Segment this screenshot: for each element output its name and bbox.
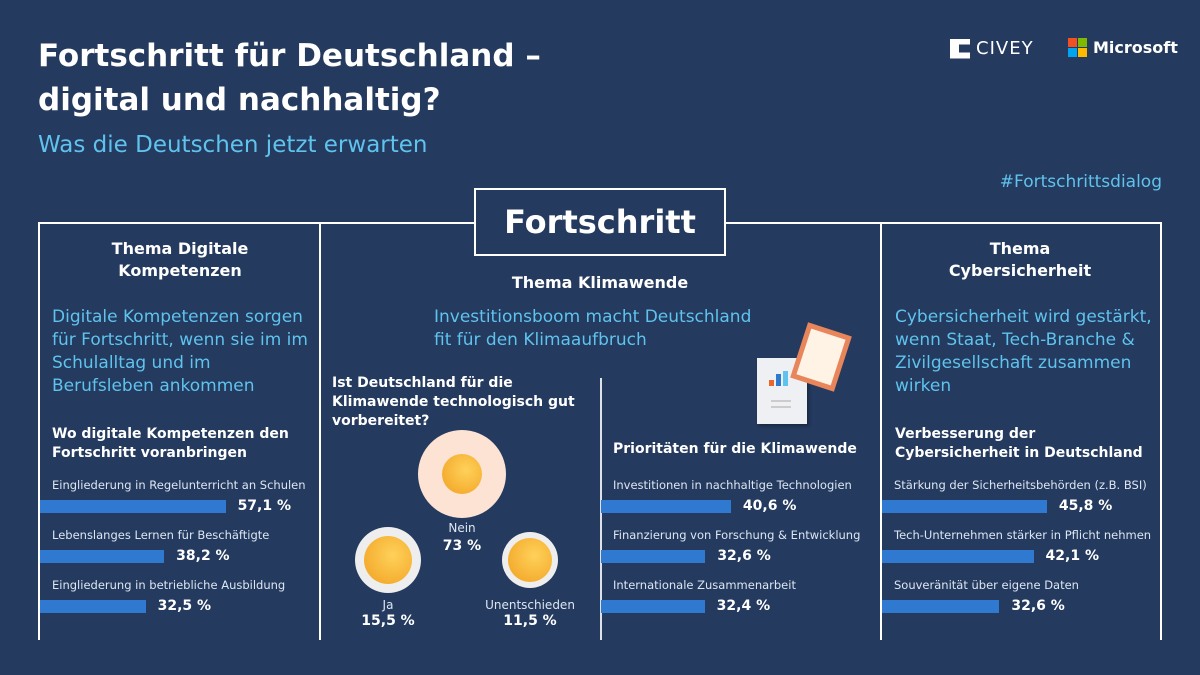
answer-label: Ja xyxy=(382,598,394,612)
answer-label: Nein xyxy=(448,521,476,535)
chart-title: Verbesserung der Cybersicherheit in Deut… xyxy=(895,426,1143,461)
civey-logo: CIVEY xyxy=(950,38,1034,59)
bar-row: Eingliederung in betriebliche Ausbildung… xyxy=(40,578,310,628)
column-heading: Thema Cybersicherheit xyxy=(948,239,1092,280)
answer-value: 73 % xyxy=(442,538,482,554)
center-title-box: Fortschritt xyxy=(474,188,726,256)
column-divider xyxy=(880,222,882,640)
column-heading: Thema Digitale Kompetenzen xyxy=(111,239,249,280)
bar-value: 57,1 % xyxy=(237,498,292,514)
bar-chart-klima: Investitionen in nachhaltige Technologie… xyxy=(601,478,871,628)
bar-value: 40,6 % xyxy=(742,498,797,514)
bar xyxy=(882,499,1047,513)
bar-value: 42,1 % xyxy=(1045,548,1099,564)
frame-line xyxy=(38,222,474,224)
frame-line xyxy=(38,222,40,640)
title-line-2: digital und nachhaltig? xyxy=(38,82,441,118)
bar-value: 32,4 % xyxy=(716,598,771,614)
column-lead: Investitionsboom macht Deutschland fit f… xyxy=(434,307,752,350)
bar-label: Eingliederung in Regelunterricht an Schu… xyxy=(52,478,306,492)
bar-value: 32,5 % xyxy=(157,598,212,614)
nein-bubble xyxy=(418,430,506,518)
bar xyxy=(601,549,706,563)
column-heading: Thema Klimawende xyxy=(511,273,689,292)
bar-value: 38,2 % xyxy=(176,548,230,564)
title-line-1: Fortschritt für Deutschland – xyxy=(38,38,541,74)
bar-value: 32,6 % xyxy=(1011,598,1065,614)
bar xyxy=(40,499,226,513)
microsoft-wordmark: Microsoft xyxy=(1093,38,1178,57)
bar-row: Eingliederung in Regelunterricht an Schu… xyxy=(40,478,310,528)
answer-label: Unentschieden xyxy=(485,598,575,612)
angry-face-icon xyxy=(442,454,482,494)
bar-label: Finanzierung von Forschung & Entwicklung xyxy=(613,528,861,542)
column-lead: Digitale Kompetenzen sorgen für Fortschr… xyxy=(52,307,308,396)
answer-value: 11,5 % xyxy=(503,613,557,629)
frame-line xyxy=(726,222,1162,224)
civey-wordmark: CIVEY xyxy=(976,38,1034,59)
bar-row: Finanzierung von Forschung & Entwicklung… xyxy=(601,528,871,578)
bar-label: Investitionen in nachhaltige Technologie… xyxy=(613,478,852,492)
civey-icon xyxy=(950,38,970,59)
chart-title: Wo digitale Kompetenzen den Fortschritt … xyxy=(52,426,289,461)
bar-label: Internationale Zusammenarbeit xyxy=(613,578,796,592)
column-lead: Cybersicherheit wird gestärkt, wenn Staa… xyxy=(895,307,1152,396)
bar xyxy=(40,599,146,613)
bar-row: Internationale Zusammenarbeit 32,4 % xyxy=(601,578,871,628)
bar-label: Stärkung der Sicherheitsbehörden (z.B. B… xyxy=(894,478,1147,492)
neutral-face-icon xyxy=(508,538,552,582)
page-subtitle: Was die Deutschen jetzt erwarten xyxy=(38,132,428,158)
bar xyxy=(601,499,731,513)
bar-row: Lebenslanges Lernen für Beschäftigte 38,2… xyxy=(40,528,310,578)
bar-row: Investitionen in nachhaltige Technologie… xyxy=(601,478,871,528)
microsoft-logo: Microsoft xyxy=(1068,38,1178,57)
bar-value: 45,8 % xyxy=(1058,498,1113,514)
column-divider xyxy=(319,222,321,640)
bar-row: Tech-Unternehmen stärker in Pflicht nehm… xyxy=(882,528,1152,578)
bar xyxy=(882,549,1034,563)
answer-value: 15,5 % xyxy=(361,613,415,629)
microsoft-icon xyxy=(1068,38,1087,57)
bar xyxy=(882,599,1000,613)
bar-row: Souveränität über eigene Daten 32,6 % xyxy=(882,578,1152,628)
chart-title: Prioritäten für die Klimawende xyxy=(613,441,857,457)
unentschieden-bubble xyxy=(502,532,558,588)
bar-label: Eingliederung in betriebliche Ausbildung xyxy=(52,578,286,592)
question: Ist Deutschland für die Klimawende techn… xyxy=(332,375,575,429)
bar-value: 32,6 % xyxy=(717,548,771,564)
page-title: Fortschritt für Deutschland – digital und… xyxy=(38,34,638,122)
bar-chart-cyber: Stärkung der Sicherheitsbehörden (z.B. B… xyxy=(882,478,1152,628)
ja-bubble xyxy=(355,527,421,593)
bar-row: Stärkung der Sicherheitsbehörden (z.B. B… xyxy=(882,478,1152,528)
bar-label: Tech-Unternehmen stärker in Pflicht nehm… xyxy=(894,528,1152,542)
bar-label: Souveränität über eigene Daten xyxy=(894,578,1079,592)
bar xyxy=(601,599,705,613)
bar xyxy=(40,549,165,563)
laughing-face-icon xyxy=(364,536,412,584)
frame-line xyxy=(1160,222,1162,640)
bar-label: Lebenslanges Lernen für Beschäftigte xyxy=(52,528,270,542)
hashtag: #Fortschrittsdialog xyxy=(999,172,1162,192)
bar-chart-digital: Eingliederung in Regelunterricht an Schu… xyxy=(40,478,310,628)
